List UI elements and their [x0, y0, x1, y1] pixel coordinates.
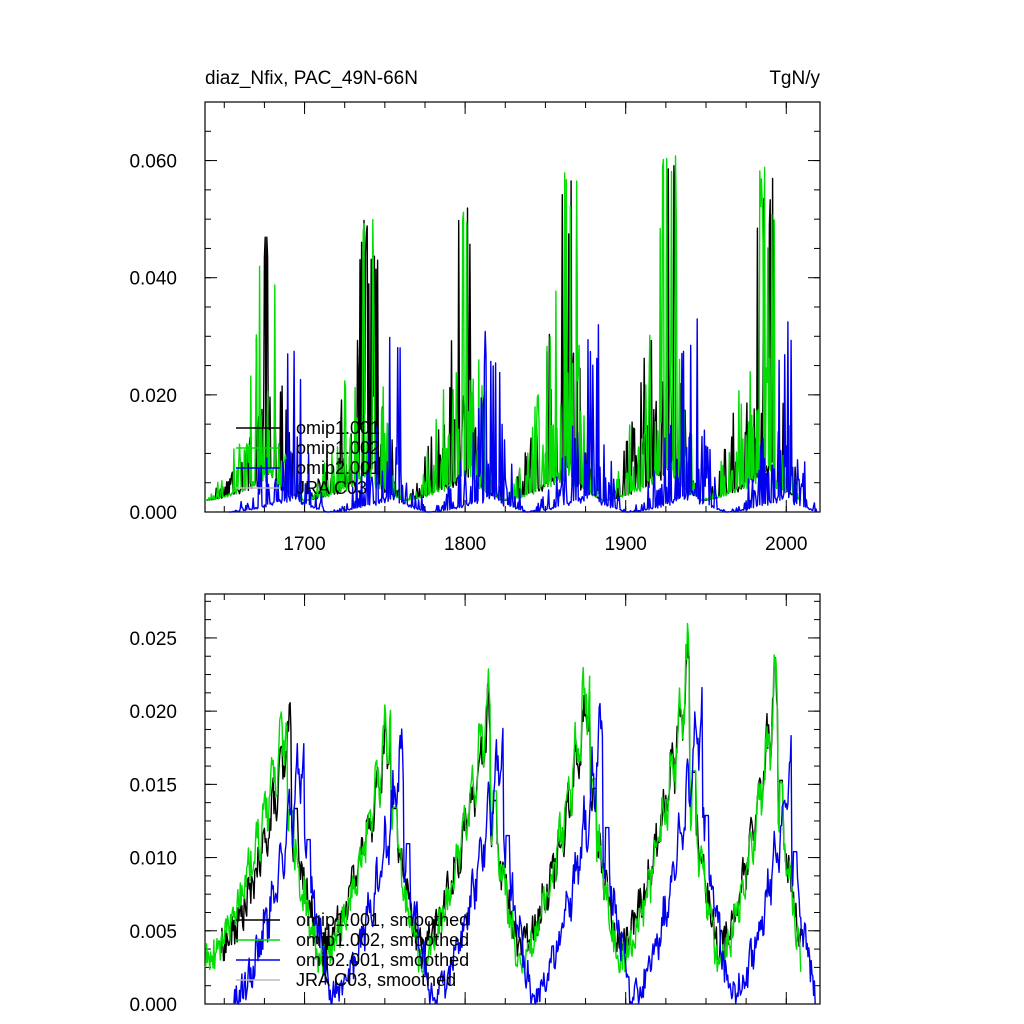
bottom-series-omip1-002-smoothed: [204, 622, 802, 977]
top-legend-label: JRA C03: [296, 478, 367, 498]
top-x-tick-label: 1800: [444, 534, 486, 555]
top-units: TgN/y: [769, 68, 820, 89]
top-legend-label: omip1.001: [296, 418, 380, 438]
bottom-legend-label: omip1.002, smoothed: [296, 930, 469, 950]
top-legend-label: omip2.001: [296, 458, 380, 478]
top-series-omip2-001: [229, 318, 818, 513]
top-legend-label: omip1.002: [296, 438, 380, 458]
top-y-tick-label: 0.040: [129, 269, 177, 290]
top-panel: diaz_Nfix, PAC_49N-66N TgN/y 0.0000.0200…: [129, 68, 821, 555]
top-y-tick-label: 0.060: [129, 152, 177, 173]
top-series: [204, 155, 818, 513]
top-ticks: 0.000 0.020 0.040 0.060 1700 1800 1900 2000: [129, 101, 820, 555]
bottom-y-tick-label: 0.010: [129, 849, 177, 870]
bottom-series-omip2-001-smoothed: [233, 686, 816, 1005]
bottom-y-tick-label: 0.015: [129, 775, 177, 796]
top-y-tick-label: 0.000: [129, 503, 177, 524]
top-x-tick-label: 1700: [283, 534, 325, 555]
bottom-y-tick-label: 0.000: [129, 995, 177, 1016]
bottom-ticks: 0.000 0.005 0.010 0.015 0.020 0.025: [129, 594, 820, 1016]
top-y-tick-label: 0.020: [129, 386, 177, 407]
bottom-y-tick-label: 0.025: [129, 629, 177, 650]
bottom-series: [204, 622, 816, 1005]
bottom-legend-label: omip2.001, smoothed: [296, 950, 469, 970]
top-title: diaz_Nfix, PAC_49N-66N: [205, 68, 418, 89]
bottom-plot-frame: [204, 593, 821, 1005]
top-x-tick-label: 2000: [765, 534, 807, 555]
bottom-y-tick-label: 0.005: [129, 922, 177, 943]
top-x-tick-label: 1900: [605, 534, 647, 555]
bottom-y-tick-label: 0.020: [129, 702, 177, 723]
bottom-legend-label: JRA C03, smoothed: [296, 970, 456, 990]
bottom-panel: 0.000 0.005 0.010 0.015 0.020 0.025 omip1.001…: [129, 593, 821, 1016]
bottom-legend-label: omip1.001, smoothed: [296, 910, 469, 930]
